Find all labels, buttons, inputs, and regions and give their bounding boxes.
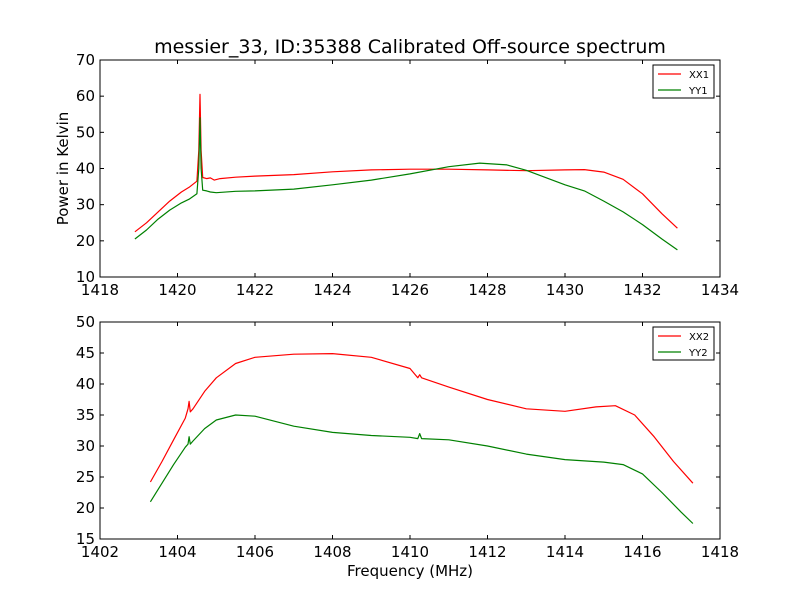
y-tick-label: 15 bbox=[76, 530, 95, 548]
x-tick-label: 1424 bbox=[313, 281, 351, 299]
x-tick-label: 1402 bbox=[81, 543, 119, 561]
legend-box bbox=[652, 64, 715, 99]
x-tick-label: 1408 bbox=[313, 543, 351, 561]
chart-title: messier_33, ID:35388 Calibrated Off-sour… bbox=[154, 36, 666, 58]
x-tick-label: 1428 bbox=[468, 281, 506, 299]
legend-label: YY2 bbox=[688, 348, 708, 359]
y-tick-label: 30 bbox=[76, 196, 95, 214]
x-tick-label: 1422 bbox=[236, 281, 274, 299]
legend-label: YY1 bbox=[688, 86, 708, 97]
y-tick-label: 25 bbox=[76, 468, 95, 486]
x-tick-label: 1416 bbox=[623, 543, 661, 561]
x-tick-label: 1418 bbox=[701, 543, 739, 561]
y-tick-label: 40 bbox=[76, 375, 95, 393]
chart-bottom: 1402 1404 1406 1408 1410 1412 1414 1416 1418 15 20… bbox=[76, 313, 739, 561]
x-tick-label: 1404 bbox=[158, 543, 196, 561]
y-tick-label: 40 bbox=[76, 160, 95, 178]
x-tick-label: 1410 bbox=[391, 543, 429, 561]
y-tick-label: 50 bbox=[76, 313, 95, 331]
series-line-xx2 bbox=[149, 353, 694, 484]
x-axis-label-bottom: Frequency (MHz) bbox=[347, 562, 473, 580]
series-line-yy1 bbox=[134, 117, 678, 251]
x-tick-label: 1430 bbox=[546, 281, 584, 299]
x-tick-label: 1418 bbox=[81, 281, 119, 299]
x-tick-label: 1420 bbox=[158, 281, 196, 299]
series-line-xx1 bbox=[134, 93, 678, 233]
legend-box bbox=[652, 326, 715, 361]
y-tick-label: 10 bbox=[76, 268, 95, 286]
x-tick-label: 1426 bbox=[391, 281, 429, 299]
y-tick-label: 45 bbox=[76, 344, 95, 362]
x-tick-label: 1432 bbox=[623, 281, 661, 299]
y-tick-label: 70 bbox=[76, 51, 95, 69]
y-tick-label: 30 bbox=[76, 437, 95, 455]
chart-top: 1418 1420 1422 1424 1426 1428 1430 1432 1434 10 20… bbox=[76, 51, 739, 299]
x-tick-label: 1406 bbox=[236, 543, 274, 561]
y-tick-label: 35 bbox=[76, 406, 95, 424]
legend-label: XX1 bbox=[689, 70, 709, 81]
y-tick-label: 50 bbox=[76, 123, 95, 141]
x-tick-label: 1412 bbox=[468, 543, 506, 561]
y-tick-label: 20 bbox=[76, 499, 95, 517]
series-line-yy2 bbox=[149, 414, 694, 524]
x-tick-label: 1434 bbox=[701, 281, 739, 299]
y-axis-label-top: Power in Kelvin bbox=[54, 112, 72, 226]
x-tick-label: 1414 bbox=[546, 543, 584, 561]
y-tick-label: 60 bbox=[76, 87, 95, 105]
y-tick-label: 20 bbox=[76, 232, 95, 250]
legend-label: XX2 bbox=[689, 332, 709, 343]
